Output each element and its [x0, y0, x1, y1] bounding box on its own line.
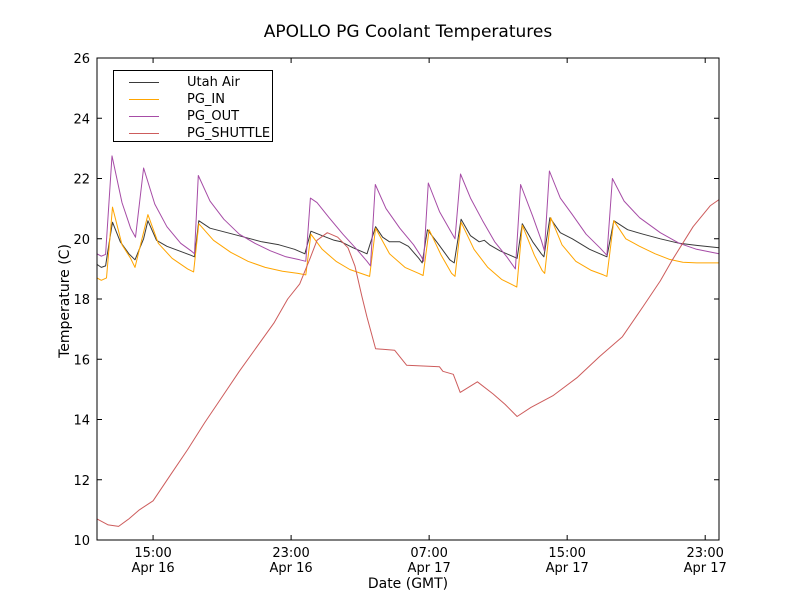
series-line-pg-out	[96, 155, 720, 270]
legend-label: PG_OUT	[187, 109, 240, 124]
y-tick-label: 24	[73, 112, 90, 127]
y-tick-label: 22	[73, 173, 90, 188]
legend-item: PG_IN	[114, 91, 272, 108]
legend-item: PG_OUT	[114, 108, 272, 125]
y-tick-label: 12	[73, 474, 90, 489]
x-tick-label-date: Apr 16	[270, 561, 313, 576]
x-tick-label-time: 15:00	[134, 546, 171, 561]
line-swatch-utah-air	[129, 82, 159, 83]
y-tick-label: 10	[73, 534, 90, 549]
y-tick-label: 20	[73, 233, 90, 248]
legend-label: PG_SHUTTLE	[187, 126, 271, 141]
series-line-utah-air	[96, 217, 720, 268]
chart-title: APOLLO PG Coolant Temperatures	[263, 22, 553, 42]
x-tick-label-date: Apr 17	[684, 561, 727, 576]
legend-label: PG_IN	[187, 92, 225, 107]
x-tick-label-date: Apr 16	[131, 561, 174, 576]
x-tick-label-time: 23:00	[686, 546, 723, 561]
line-swatch-pg-in	[129, 99, 159, 100]
x-tick-label-date: Apr 17	[408, 561, 451, 576]
series-line-pg-in	[96, 206, 719, 288]
x-tick-label-time: 15:00	[548, 546, 585, 561]
y-tick-label: 14	[73, 414, 90, 429]
legend-item: PG_SHUTTLE	[114, 125, 272, 142]
y-tick-label: 18	[73, 293, 90, 308]
legend: Utah Air PG_IN PG_OUT PG_SHUTTLE	[113, 70, 273, 142]
line-swatch-pg-shuttle	[129, 133, 159, 134]
y-axis-label: Temperature (C)	[57, 244, 73, 358]
line-swatch-pg-out	[129, 116, 159, 117]
legend-label: Utah Air	[187, 75, 240, 90]
legend-item: Utah Air	[114, 74, 272, 91]
x-tick-label-date: Apr 17	[546, 561, 589, 576]
series-line-pg-shuttle	[96, 199, 720, 527]
y-tick-label: 16	[73, 353, 90, 368]
x-tick-label-time: 07:00	[410, 546, 447, 561]
x-axis-label: Date (GMT)	[367, 576, 449, 592]
x-tick-label-time: 23:00	[272, 546, 309, 561]
y-tick-label: 26	[73, 52, 90, 67]
